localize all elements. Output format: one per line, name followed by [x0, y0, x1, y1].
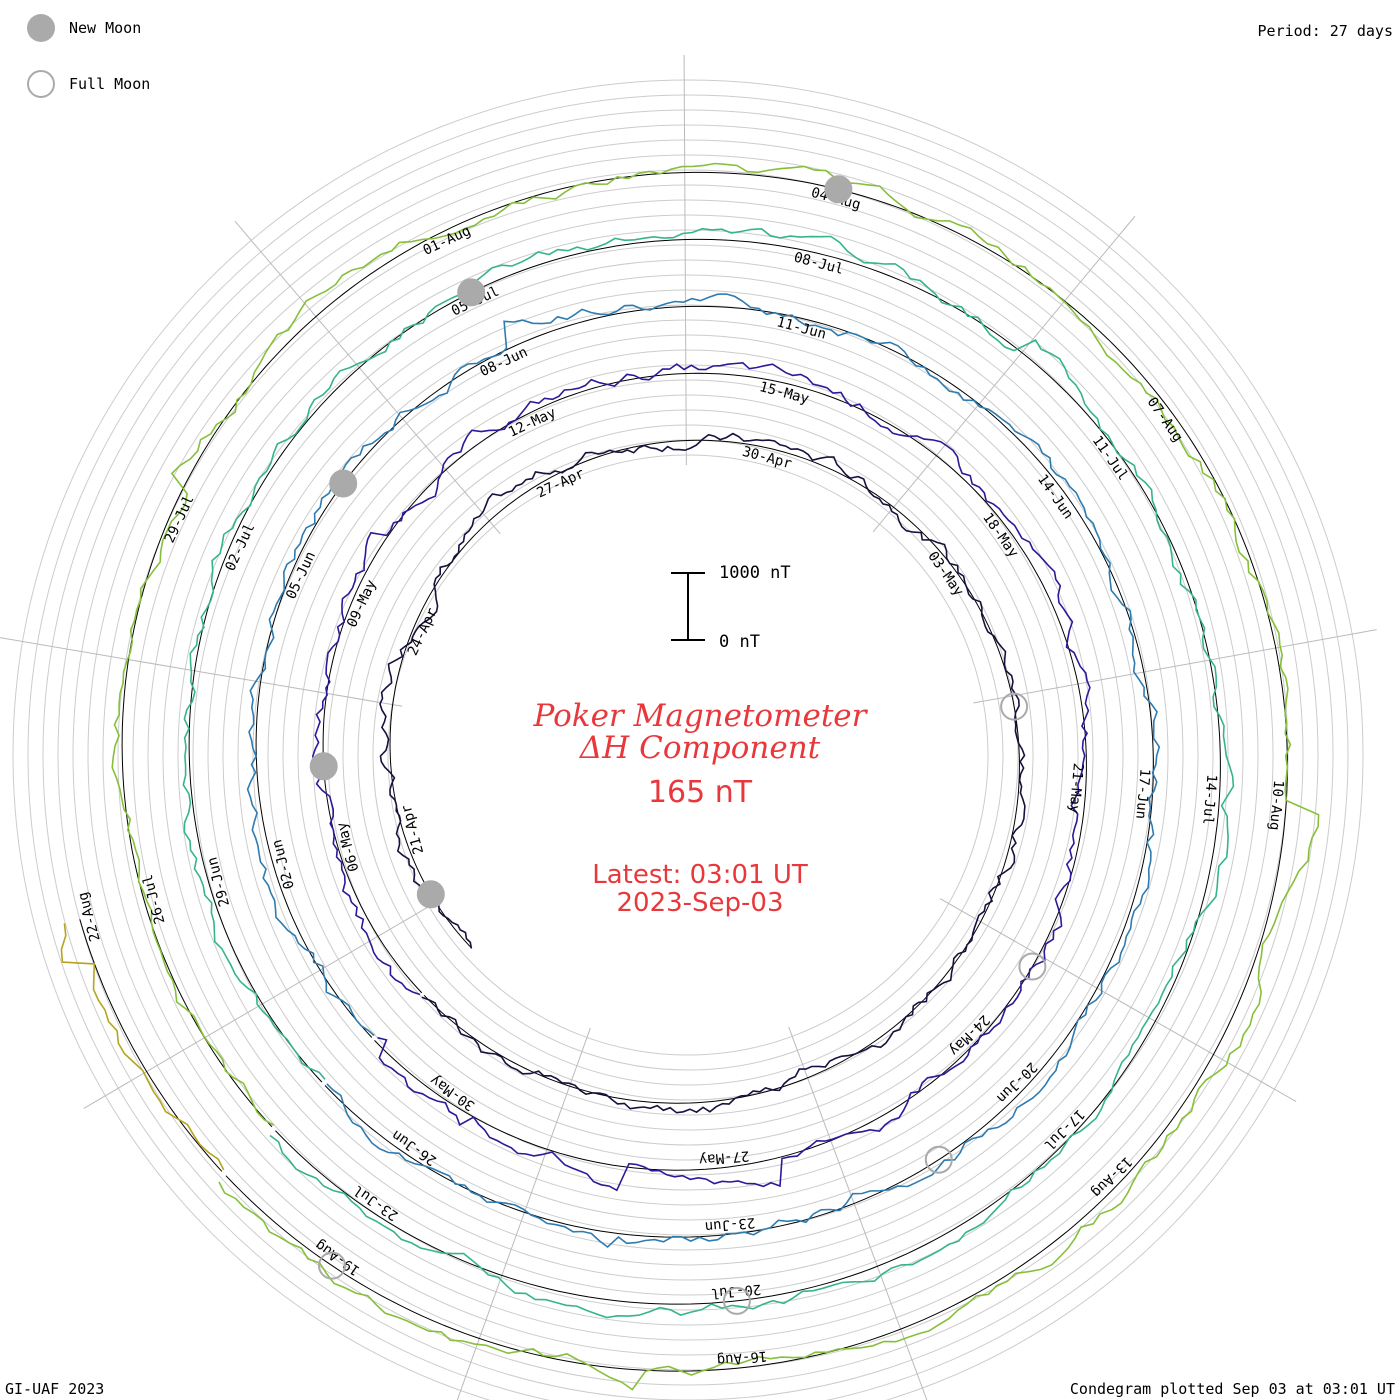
chart-title-line2: ΔH Component	[579, 730, 821, 766]
new-moon-marker	[457, 278, 486, 307]
guide-ring	[177, 244, 1199, 1266]
date-label: 27-May	[698, 1147, 750, 1167]
radial-spoke	[0, 637, 403, 707]
date-label: 24-Apr	[405, 606, 441, 659]
baseline-spiral-2	[255, 305, 1154, 1238]
series-cycle-0	[379, 432, 1026, 1114]
guide-ring	[42, 109, 1334, 1400]
baseline-spiral-5	[79, 919, 223, 1172]
plotted-label: Condegram plotted Sep 03 at 03:01 UT	[1069, 1380, 1395, 1398]
series-cycle-4	[111, 162, 1320, 1391]
latest-date: 2023-Sep-03	[616, 888, 784, 918]
date-label: 14-Jul	[1199, 774, 1219, 826]
radial-spoke	[973, 629, 1377, 704]
legend-new-moon-label: New Moon	[69, 19, 142, 37]
date-label: 27-Apr	[534, 466, 587, 502]
guide-ring	[27, 94, 1349, 1400]
radial-spoke	[683, 55, 687, 466]
date-label: 10-Aug	[1266, 779, 1286, 831]
date-label: 12-May	[506, 405, 559, 441]
date-label: 05-Jun	[283, 549, 319, 602]
new-moon-marker	[824, 175, 853, 204]
guide-ring	[87, 154, 1289, 1356]
new-moon-marker	[329, 469, 358, 498]
guide-ring	[267, 334, 1109, 1176]
guide-ring	[132, 199, 1244, 1311]
latest-time: Latest: 03:01 UT	[592, 860, 808, 890]
guide-ring	[252, 319, 1124, 1191]
date-label: 23-Jun	[704, 1214, 756, 1234]
full-moon-marker	[1000, 692, 1029, 721]
series-cycle-5	[60, 923, 225, 1171]
date-label: 29-Jul	[162, 493, 198, 546]
radial-spoke	[788, 1026, 928, 1400]
baseline-spiral-4	[121, 171, 1288, 1372]
date-label: 08-Jun	[478, 344, 531, 380]
guide-ring	[297, 364, 1079, 1146]
date-label: 21-May	[1066, 762, 1086, 814]
radial-spoke	[234, 220, 501, 535]
baseline-spiral-1	[322, 372, 1087, 1171]
guide-ring	[387, 454, 989, 1056]
guide-ring	[207, 274, 1169, 1236]
full-moon-marker	[924, 1145, 953, 1174]
series-cycle-2	[246, 293, 1161, 1249]
guide-ring	[237, 304, 1139, 1206]
legend-full-moon: Full Moon	[27, 70, 150, 98]
guide-ring	[357, 424, 1019, 1086]
date-label: 07-Aug	[1144, 395, 1186, 446]
radial-spoke	[939, 898, 1297, 1103]
new-moon-icon	[27, 14, 55, 42]
full-moon-marker	[722, 1286, 751, 1315]
guide-ring	[72, 139, 1304, 1371]
date-label: 01-Aug	[421, 223, 474, 259]
guide-ring	[342, 409, 1034, 1101]
guide-ring	[12, 79, 1364, 1400]
guide-ring	[102, 169, 1274, 1341]
guide-ring	[117, 184, 1259, 1326]
radial-spoke	[872, 215, 1136, 533]
series-cycle-3	[182, 227, 1235, 1319]
date-label: 02-Jul	[222, 521, 258, 574]
radial-spoke	[83, 900, 438, 1109]
guide-ring	[147, 214, 1229, 1296]
full-moon-marker	[1018, 952, 1047, 981]
new-moon-marker	[309, 752, 338, 781]
current-value: 165 nT	[647, 775, 753, 810]
date-label: 14-Jun	[1034, 472, 1076, 523]
period-label: Period: 27 days	[1257, 22, 1393, 40]
baseline-spiral-0	[389, 439, 1020, 1104]
series-cycle-1	[311, 361, 1091, 1192]
scale-top-label: 1000 nT	[719, 563, 791, 583]
full-moon-marker	[318, 1251, 346, 1280]
legend-full-moon-label: Full Moon	[69, 75, 151, 93]
date-label: 20-Jul	[710, 1281, 762, 1301]
date-label: 16-Aug	[716, 1347, 768, 1367]
legend-new-moon: New Moon	[27, 14, 141, 42]
credit-label: GI-UAF 2023	[5, 1380, 105, 1398]
date-label: 09-May	[344, 577, 380, 630]
guide-ring	[192, 259, 1184, 1251]
full-moon-icon	[27, 70, 55, 98]
chart-title-line1: Poker Magnetometer	[533, 698, 867, 734]
radial-spoke	[456, 1027, 591, 1400]
new-moon-marker	[416, 880, 445, 909]
guide-ring	[57, 124, 1319, 1386]
date-label: 17-Jun	[1132, 768, 1152, 820]
guide-ring	[282, 349, 1094, 1161]
scale-bottom-label: 0 nT	[719, 632, 760, 652]
guide-ring	[162, 229, 1214, 1281]
